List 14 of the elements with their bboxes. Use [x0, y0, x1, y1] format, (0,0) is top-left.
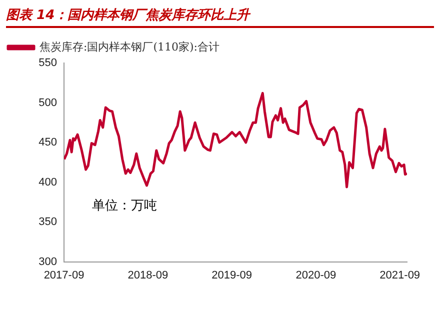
x-tick-label: 2017-09 — [44, 269, 84, 282]
chart-title: 图表 14：国内样本钢厂焦炭库存环比上升 — [6, 6, 434, 28]
x-tick-label: 2021-09 — [380, 269, 420, 282]
y-tick-label: 350 — [38, 216, 57, 228]
y-tick-label: 550 — [38, 57, 57, 70]
y-tick-label: 500 — [38, 96, 57, 109]
x-tick-label: 2018-09 — [128, 269, 168, 282]
legend-label: 焦炭库存:国内样本钢厂(110家):合计 — [40, 40, 220, 54]
annotation: 单位：万吨 — [92, 198, 157, 214]
y-tick-label: 400 — [38, 176, 57, 188]
x-tick-label: 2019-09 — [212, 269, 252, 282]
x-tick-label: 2020-09 — [296, 269, 336, 282]
y-tick-label: 300 — [38, 256, 57, 268]
y-tick-label: 450 — [38, 136, 57, 149]
